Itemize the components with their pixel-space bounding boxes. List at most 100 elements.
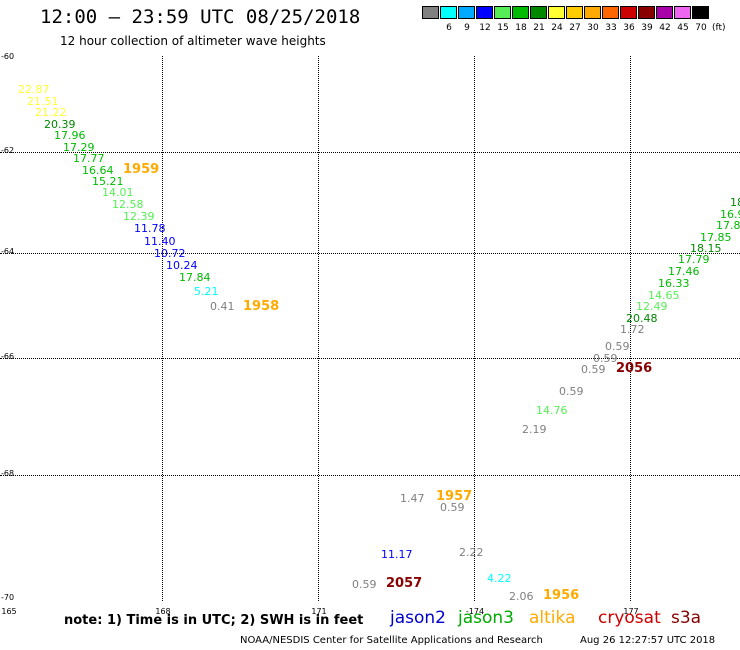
color-swatch-label: 12	[479, 23, 491, 33]
color-swatch	[494, 6, 511, 19]
wave-height-value: 16.33	[658, 277, 690, 290]
wave-height-value: 10.24	[166, 259, 198, 272]
wave-height-value: 17.85	[700, 231, 732, 244]
legend-item-jason3: jason3	[458, 608, 514, 628]
wave-height-value: 17.84	[179, 271, 211, 284]
note-text: note: 1) Time is in UTC; 2) SWH is in fe…	[64, 613, 364, 628]
color-swatch-label: 21	[533, 23, 545, 33]
wave-height-value: 11.78	[134, 222, 166, 235]
color-swatch	[476, 6, 493, 19]
wave-height-value: 14.76	[536, 404, 568, 417]
wave-height-value: 0.41	[210, 300, 235, 313]
color-swatch-label: 33	[605, 23, 617, 33]
color-swatch-label: 42	[659, 23, 671, 33]
wave-height-value: 2.06	[509, 590, 534, 603]
color-swatch	[458, 6, 475, 19]
parallel-line	[0, 253, 740, 254]
wave-height-value: 2.22	[459, 546, 484, 559]
wave-height-value: 12.58	[112, 198, 144, 211]
parallel-line	[0, 358, 740, 359]
wave-height-value: 5.21	[194, 285, 219, 298]
color-swatch	[692, 6, 709, 19]
wave-height-value: 17.77	[73, 152, 105, 165]
wave-height-value: 12.49	[636, 300, 668, 313]
wave-height-value: 17.46	[668, 265, 700, 278]
color-swatch-label: 27	[569, 23, 581, 33]
longitude-label: 165	[1, 607, 17, 616]
legend-item-s3a: s3a	[671, 608, 702, 628]
wave-height-value: 21.51	[27, 95, 59, 108]
color-swatch	[638, 6, 655, 19]
color-swatch-label: 18	[515, 23, 527, 33]
color-swatch	[548, 6, 565, 19]
footer-credit: NOAA/NESDIS Center for Satellite Applica…	[240, 635, 543, 646]
meridian-line	[318, 56, 319, 601]
wave-height-value: 20.48	[626, 312, 658, 325]
wave-height-value: 0.59	[352, 578, 377, 591]
map-subtitle: 12 hour collection of altimeter wave hei…	[60, 34, 326, 48]
latitude-label: -68	[1, 469, 15, 478]
wave-height-value: 0.59	[581, 363, 606, 376]
color-swatch-label: 24	[551, 23, 563, 33]
latitude-label: -64	[1, 247, 15, 256]
color-swatch	[674, 6, 691, 19]
wave-height-value: 17.85	[716, 219, 740, 232]
wave-height-value: 21.22	[35, 106, 67, 119]
color-swatch-label: 45	[677, 23, 689, 33]
wave-height-value: 17.96	[54, 129, 86, 142]
color-swatch-label: 6	[446, 23, 452, 33]
pass-time-label: 1959	[123, 162, 160, 177]
latitude-label: -60	[1, 52, 15, 61]
wave-height-value: 0.59	[440, 501, 465, 514]
color-swatch-label: 9	[464, 23, 470, 33]
wave-height-value: 20.39	[44, 118, 76, 131]
wave-height-value: 16.64	[82, 164, 114, 177]
color-swatch	[440, 6, 457, 19]
color-swatch	[566, 6, 583, 19]
wave-height-value: 11.40	[144, 235, 176, 248]
color-swatch	[620, 6, 637, 19]
wave-height-value: 2.19	[522, 423, 547, 436]
legend-item-altika: altika	[529, 608, 576, 628]
wave-height-value: 4.22	[487, 572, 512, 585]
longitude-label: -174	[465, 607, 485, 616]
longitude-label: 171	[311, 607, 327, 616]
wave-height-value: 1.47	[400, 492, 425, 505]
wave-height-value: 0.59	[593, 352, 618, 365]
pass-time-label: 1956	[543, 588, 580, 603]
pass-time-label: 1958	[243, 299, 280, 314]
color-swatch	[602, 6, 619, 19]
parallel-line	[0, 152, 740, 153]
color-scale-units: (ft)	[712, 23, 726, 33]
latitude-label: -62	[1, 146, 15, 155]
map-title: 12:00 – 23:59 UTC 08/25/2018	[40, 6, 361, 28]
wave-height-value: 14.65	[648, 289, 680, 302]
wave-height-value: 18.15	[690, 242, 722, 255]
pass-time-label: 1957	[436, 489, 473, 504]
color-swatch-label: 15	[497, 23, 509, 33]
wave-height-value: 17.29	[63, 141, 95, 154]
color-swatch	[584, 6, 601, 19]
wave-height-value: 18	[730, 196, 740, 209]
footer-timestamp: Aug 26 12:27:57 UTC 2018	[580, 635, 716, 646]
wave-height-value: 12.39	[123, 210, 155, 223]
meridian-line	[474, 56, 475, 601]
color-swatch-label: 39	[641, 23, 653, 33]
meridian-line	[162, 56, 163, 601]
wave-height-value: 22.87	[18, 83, 50, 96]
wave-height-value: 17.79	[678, 253, 710, 266]
latitude-label: -70	[1, 593, 15, 602]
latitude-label: -66	[1, 352, 15, 361]
color-swatch	[530, 6, 547, 19]
pass-time-label: 2057	[386, 576, 423, 591]
wave-height-value: 0.59	[605, 340, 630, 353]
wave-height-value: 0.59	[559, 385, 584, 398]
wave-height-value: 10.72	[154, 247, 186, 260]
pass-time-label: 2056	[616, 361, 653, 376]
color-swatch-label: 36	[623, 23, 635, 33]
color-swatch	[512, 6, 529, 19]
parallel-line	[0, 475, 740, 476]
longitude-label: 177	[623, 607, 639, 616]
color-swatch	[656, 6, 673, 19]
